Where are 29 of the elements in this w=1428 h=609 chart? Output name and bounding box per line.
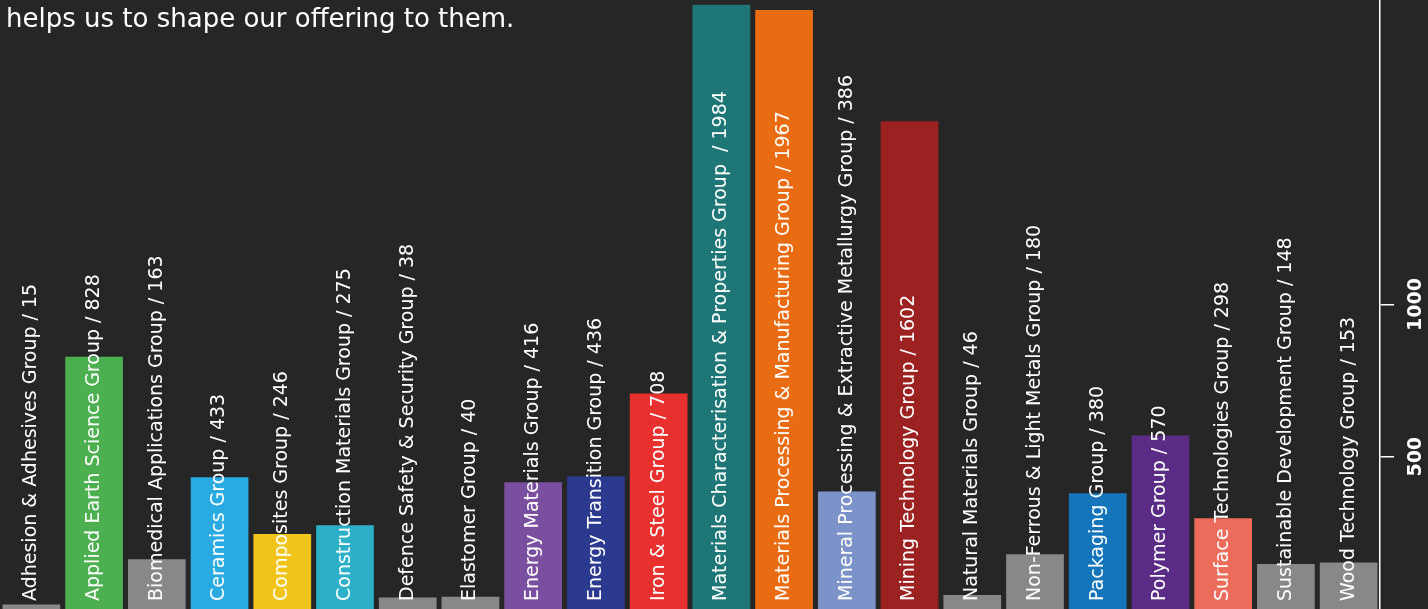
x-tick-label: Elastomer Group / 40 xyxy=(457,398,480,601)
x-tick-label: Composites Group / 246 xyxy=(269,371,292,601)
y-tick-label: 500 xyxy=(1402,436,1425,477)
x-tick-label: Defence Safety & Security Group / 38 xyxy=(394,243,417,601)
annotation: helps us to shape our offering to them. xyxy=(6,2,515,33)
x-tick-label: Packaging Group / 380 xyxy=(1084,385,1107,601)
x-tick-label: Construction Materials Group / 275 xyxy=(331,268,354,601)
x-tick-label: Ceramics Group / 433 xyxy=(206,393,229,601)
x-tick-label: Applied Earth Science Group / 828 xyxy=(81,274,104,601)
x-tick-label: Energy Materials Group / 416 xyxy=(520,322,543,601)
x-tick-label: Mineral Processing & Extractive Metallurgy Group / 386 xyxy=(833,74,856,601)
x-tick-label: Sustainable Development Group / 148 xyxy=(1272,237,1295,601)
x-tick-label: Surface Technologies Group / 298 xyxy=(1210,281,1233,601)
x-tick-label: Materials Characterisation & Properties Group / 1984 xyxy=(708,91,731,601)
x-tick-label: Energy Transition Group / 436 xyxy=(582,317,605,601)
bar xyxy=(880,121,939,609)
x-tick-label: Non-Ferrous & Light Metals Group / 180 xyxy=(1021,224,1044,601)
bar xyxy=(2,604,61,609)
x-tick-label: Biomedical Applications Group / 163 xyxy=(143,255,166,601)
x-tick-label: Mining Technology Group / 1602 xyxy=(896,294,919,601)
bar xyxy=(755,10,813,609)
x-tick-label: Polymer Group / 570 xyxy=(1147,405,1170,601)
x-tick-label: Adhesion & Adhesives Group / 15 xyxy=(18,283,41,601)
x-tick-label: Iron & Steel Group / 708 xyxy=(645,370,668,601)
x-tick-label: Natural Materials Group / 46 xyxy=(959,331,982,601)
y-tick-label: 1000 xyxy=(1402,278,1425,331)
x-tick-label: Wood Technology Group / 153 xyxy=(1335,316,1358,601)
x-tick-label: Materials Processing & Manufacturing Group / 1967 xyxy=(771,111,794,601)
bar xyxy=(692,4,751,609)
